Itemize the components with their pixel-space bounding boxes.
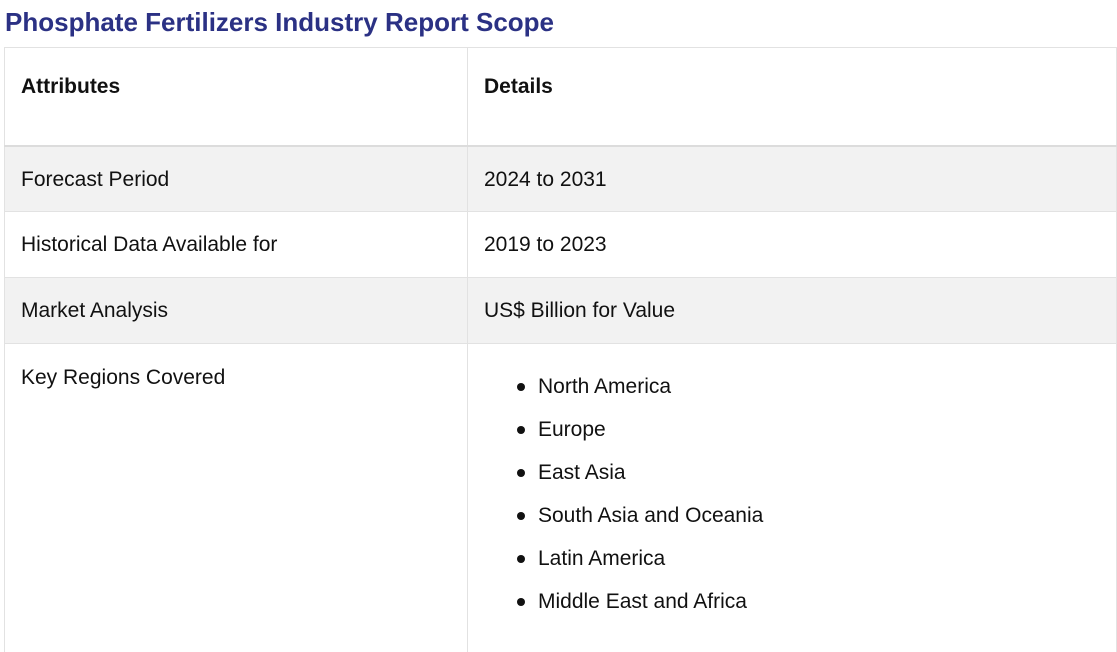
report-scope-table: Attributes Details Forecast Period 2024 … [4,47,1117,652]
row-attribute: Forecast Period [4,145,468,212]
list-item: Middle East and Africa [517,580,1100,623]
row-attribute: Market Analysis [4,277,468,344]
page-title: Phosphate Fertilizers Industry Report Sc… [5,7,554,37]
table-row: Historical Data Available for 2019 to 20… [4,211,1117,278]
regions-list: North America Europe East Asia South Asi… [484,365,1100,623]
list-item: South Asia and Oceania [517,494,1100,537]
row-attribute: Key Regions Covered [4,343,468,652]
row-attribute: Historical Data Available for [4,211,468,278]
header-details: Details [467,47,1117,147]
row-detail: US$ Billion for Value [467,277,1117,344]
row-detail: North America Europe East Asia South Asi… [467,343,1117,652]
table-row: Key Regions Covered North America Europe… [4,343,1117,652]
table-row: Forecast Period 2024 to 2031 [4,145,1117,212]
list-item: East Asia [517,451,1100,494]
header-attributes: Attributes [4,47,468,147]
table-header-row: Attributes Details [4,47,1117,147]
table-row: Market Analysis US$ Billion for Value [4,277,1117,344]
list-item: North America [517,365,1100,408]
row-detail: 2019 to 2023 [467,211,1117,278]
row-detail: 2024 to 2031 [467,145,1117,212]
list-item: Europe [517,408,1100,451]
list-item: Latin America [517,537,1100,580]
